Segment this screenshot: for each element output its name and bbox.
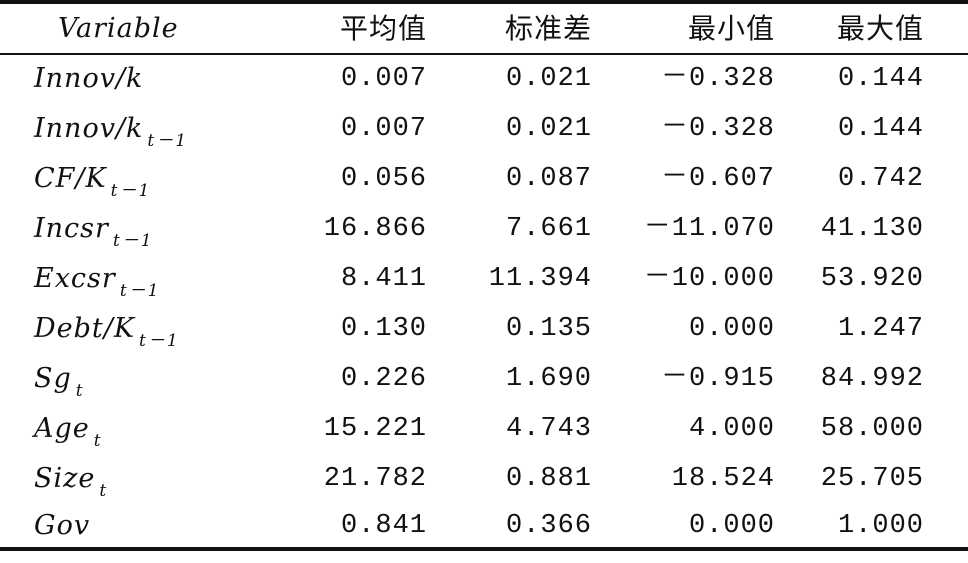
std-value: 0.135 bbox=[505, 314, 592, 344]
header-std: 标准差 bbox=[504, 12, 592, 45]
min-value: －0.915 bbox=[660, 364, 775, 394]
mean-value: 0.841 bbox=[340, 511, 427, 541]
min-value: －0.607 bbox=[660, 164, 775, 194]
mean-value: 15.221 bbox=[323, 414, 427, 444]
table-header-row: Variable 平均值 标准差 最小值 最大值 bbox=[0, 4, 968, 54]
variable-name: Excsr t－1 bbox=[34, 263, 161, 301]
max-value: 58.000 bbox=[820, 414, 924, 444]
max-value: 0.144 bbox=[837, 114, 924, 144]
variable-name: Age t bbox=[34, 413, 103, 451]
header-min: 最小值 bbox=[687, 12, 775, 45]
std-value: 4.743 bbox=[505, 414, 592, 444]
max-value: 0.144 bbox=[837, 64, 924, 94]
max-value: 84.992 bbox=[820, 364, 924, 394]
variable-name: Gov bbox=[34, 510, 91, 541]
mean-value: 0.130 bbox=[340, 314, 427, 344]
header-variable: Variable bbox=[58, 13, 179, 44]
mean-value: 0.007 bbox=[340, 64, 427, 94]
table-row: Innov/k t－1 0.007 0.021 －0.328 0.144 bbox=[0, 104, 968, 154]
std-value: 0.021 bbox=[505, 114, 592, 144]
min-value: 18.524 bbox=[671, 464, 775, 494]
table-row: Size t 21.782 0.881 18.524 25.705 bbox=[0, 454, 968, 504]
table-row: CF/K t－1 0.056 0.087 －0.607 0.742 bbox=[0, 154, 968, 204]
max-value: 53.920 bbox=[820, 264, 924, 294]
min-value: －0.328 bbox=[660, 114, 775, 144]
variable-name: Innov/k bbox=[34, 63, 144, 94]
mean-value: 16.866 bbox=[323, 214, 427, 244]
min-value: －10.000 bbox=[643, 264, 775, 294]
std-value: 11.394 bbox=[488, 264, 592, 294]
header-mean: 平均值 bbox=[339, 12, 427, 45]
table-row: Gov 0.841 0.366 0.000 1.000 bbox=[0, 501, 968, 551]
table-row: Sg t 0.226 1.690 －0.915 84.992 bbox=[0, 354, 968, 404]
std-value: 0.087 bbox=[505, 164, 592, 194]
std-value: 0.021 bbox=[505, 64, 592, 94]
std-value: 7.661 bbox=[505, 214, 592, 244]
header-divider bbox=[0, 53, 968, 55]
mean-value: 0.056 bbox=[340, 164, 427, 194]
std-value: 0.366 bbox=[505, 511, 592, 541]
variable-name: Sg t bbox=[34, 363, 85, 401]
std-value: 1.690 bbox=[505, 364, 592, 394]
variable-name: Debt/K t－1 bbox=[34, 313, 180, 351]
mean-value: 21.782 bbox=[323, 464, 427, 494]
max-value: 41.130 bbox=[820, 214, 924, 244]
mean-value: 0.007 bbox=[340, 114, 427, 144]
table-row: Innov/k 0.007 0.021 －0.328 0.144 bbox=[0, 54, 968, 104]
max-value: 1.000 bbox=[837, 511, 924, 541]
min-value: 4.000 bbox=[688, 414, 775, 444]
header-max: 最大值 bbox=[836, 12, 924, 45]
max-value: 25.705 bbox=[820, 464, 924, 494]
table-row: Age t 15.221 4.743 4.000 58.000 bbox=[0, 404, 968, 454]
min-value: 0.000 bbox=[688, 314, 775, 344]
max-value: 0.742 bbox=[837, 164, 924, 194]
statistics-table: Variable 平均值 标准差 最小值 最大值 Innov/k 0.007 0… bbox=[0, 0, 968, 551]
min-value: －11.070 bbox=[643, 214, 775, 244]
table-row: Debt/K t－1 0.130 0.135 0.000 1.247 bbox=[0, 304, 968, 354]
variable-name: Innov/k t－1 bbox=[34, 113, 189, 151]
variable-name: CF/K t－1 bbox=[34, 163, 152, 201]
mean-value: 0.226 bbox=[340, 364, 427, 394]
variable-name: Incsr t－1 bbox=[34, 213, 154, 251]
std-value: 0.881 bbox=[505, 464, 592, 494]
min-value: 0.000 bbox=[688, 511, 775, 541]
max-value: 1.247 bbox=[837, 314, 924, 344]
table-row: Excsr t－1 8.411 11.394 －10.000 53.920 bbox=[0, 254, 968, 304]
min-value: －0.328 bbox=[660, 64, 775, 94]
mean-value: 8.411 bbox=[340, 264, 427, 294]
variable-name: Size t bbox=[34, 463, 109, 501]
table-row: Incsr t－1 16.866 7.661 －11.070 41.130 bbox=[0, 204, 968, 254]
